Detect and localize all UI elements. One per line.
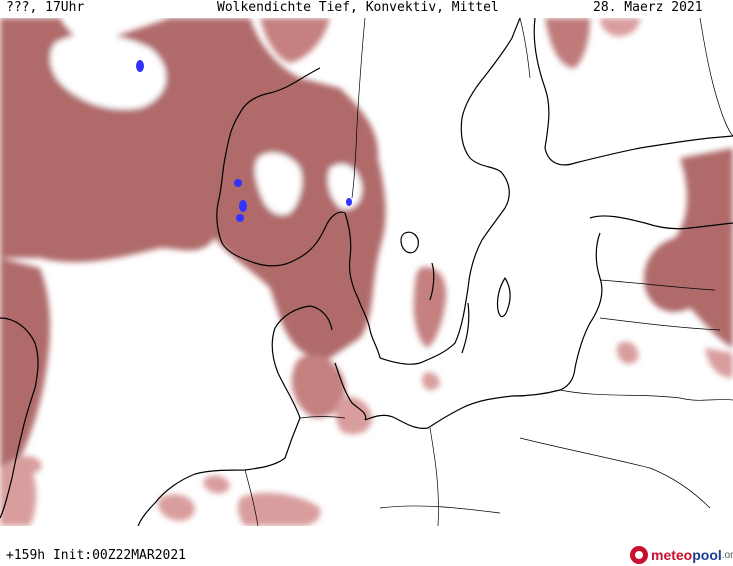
meteopool-logo-icon [630,546,648,564]
precip-marker [239,200,247,212]
border-czech [379,505,501,514]
borders [244,18,733,526]
precipitation-markers [136,60,352,222]
border-norway-sweden [351,18,366,199]
precip-marker [346,198,352,206]
cloud-patch-west-light [0,458,37,526]
coast-norway [216,67,346,267]
coast-oland [461,302,470,354]
cloud-cover-layer [0,18,733,526]
cloud-area-west [0,258,50,468]
lake-vattern [429,262,435,301]
coast-gotland [496,277,511,318]
cloud-area-east-south [705,348,733,378]
coast-baltics [511,232,603,397]
coast-poland-germany [364,395,513,429]
cloud-patch-kattegat [413,266,447,348]
coast-sweden-east [379,18,521,365]
cloud-patch-denmark-2 [335,396,372,435]
map-title: Wolkendichte Tief, Konvektiv, Mittel [217,0,499,15]
coastlines [0,18,733,526]
border-sweden-finland [519,18,531,79]
model-run-info: +159h Init:00Z22MAR2021 [6,548,187,563]
border-poland-east [559,389,733,401]
precip-marker [136,60,144,72]
precip-marker [234,179,242,187]
cloud-gap-norway [255,152,302,215]
weather-map [0,18,733,526]
border-finland-russia [699,18,733,137]
logo-text-meteo: meteo [651,547,693,563]
footer-bar: +159h Init:00Z22MAR2021 meteo pool .org [0,526,733,566]
border-germany-poland [429,427,439,526]
coast-jutland [271,305,333,419]
forecast-date-label: 28. Maerz 2021 [593,0,703,15]
coast-uk [0,317,39,519]
cloud-cover-map-svg [0,18,733,526]
logo-text-pool: pool [692,547,722,563]
border-denmark-germany [299,416,346,419]
cloud-gap-northwest [50,33,167,110]
cloud-patch-south-west [17,455,42,474]
header-bar: ???, 17Uhr Wolkendichte Tief, Konvektiv,… [0,0,733,18]
cloud-area-east [644,148,733,348]
cloud-area-northeast-2 [600,18,640,37]
coast-germany-netherlands [137,417,301,526]
cloud-area-northeast [545,18,590,68]
cloud-patch-denmark [291,354,346,418]
coast-denmark-islands [334,362,367,421]
border-germany-west [244,469,259,526]
border-poland-south [519,437,711,509]
coast-finland [533,18,733,166]
cloud-area-north-center [260,18,330,63]
cloud-patch-germany-south [237,492,321,526]
coast-estonia [589,215,733,230]
cloud-patch-baltic-small [422,372,440,391]
lake-vanern [400,231,419,254]
forecast-time-label: ???, 17Uhr [6,0,85,15]
cloud-patch-netherlands [203,475,230,494]
meteopool-logo[interactable]: meteo pool .org [630,545,733,565]
border-baltic-states [599,279,721,331]
coast-sweden-west [344,212,381,359]
cloud-patch-benelux [158,494,195,521]
logo-text-org: .org [721,549,733,561]
cloud-gap-sweden [328,164,362,210]
precip-marker [236,214,244,222]
cloud-patch-poland [616,341,639,364]
